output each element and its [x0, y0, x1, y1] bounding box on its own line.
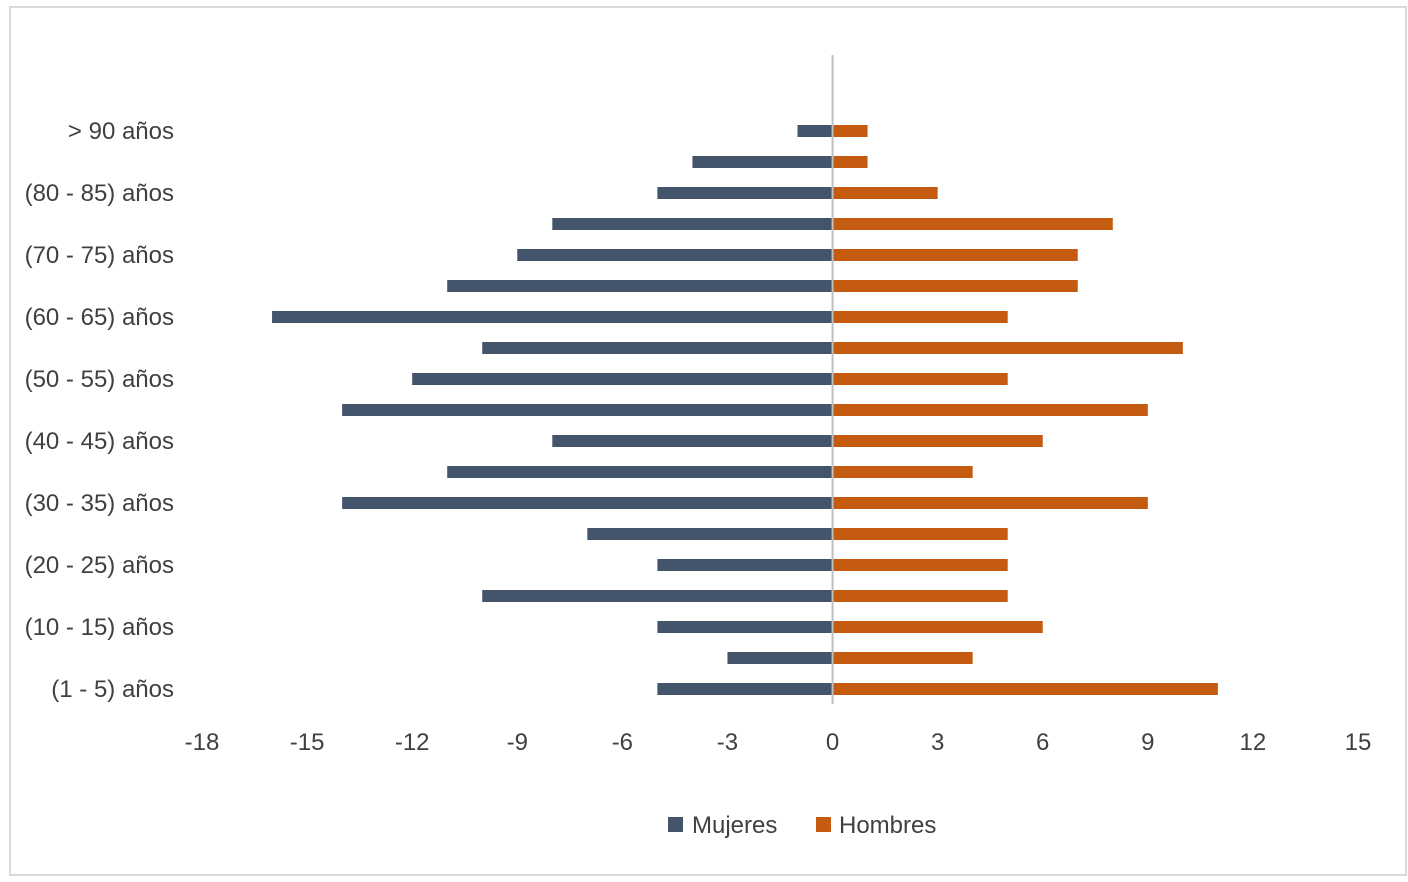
category-label-10: (50 - 55) años — [25, 366, 174, 393]
bar-hombres-8 — [832, 435, 1043, 447]
x-tick-label-2: -12 — [395, 729, 430, 756]
category-label-0: (1 - 5) años — [51, 676, 174, 703]
bar-mujeres-2 — [657, 621, 833, 633]
x-tick-label-5: -3 — [717, 729, 738, 756]
x-tick-label-10: 12 — [1240, 729, 1267, 756]
bar-hombres-0 — [832, 683, 1218, 695]
bar-hombres-12 — [832, 311, 1008, 323]
bar-mujeres-9 — [342, 404, 833, 416]
bar-mujeres-6 — [342, 497, 833, 509]
bar-hombres-7 — [832, 466, 973, 478]
category-label-16: (80 - 85) años — [25, 180, 174, 207]
bar-mujeres-12 — [272, 311, 833, 323]
bar-hombres-2 — [832, 621, 1043, 633]
x-tick-label-8: 6 — [1036, 729, 1049, 756]
bar-mujeres-8 — [552, 435, 833, 447]
category-label-2: (10 - 15) años — [25, 614, 174, 641]
x-tick-labels: -18 -15 -12 -9 -6 -3 0 3 6 9 12 15 — [185, 729, 1372, 756]
bar-hombres-3 — [832, 590, 1008, 602]
x-tick-label-0: -18 — [185, 729, 220, 756]
x-tick-label-11: 15 — [1345, 729, 1372, 756]
bar-mujeres-1 — [727, 652, 833, 664]
bar-hombres-16 — [832, 187, 938, 199]
x-tick-label-4: -6 — [612, 729, 633, 756]
legend: Mujeres Hombres — [668, 812, 936, 839]
category-label-14: (70 - 75) años — [25, 242, 174, 269]
bar-mujeres-15 — [552, 218, 833, 230]
bar-hombres-4 — [832, 559, 1008, 571]
bar-mujeres-13 — [447, 280, 833, 292]
legend-swatch-hombres — [816, 817, 831, 832]
category-label-8: (40 - 45) años — [25, 428, 174, 455]
legend-swatch-mujeres — [668, 817, 683, 832]
bar-hombres-10 — [832, 373, 1008, 385]
bar-hombres-9 — [832, 404, 1148, 416]
bar-hombres-15 — [832, 218, 1113, 230]
category-label-4: (20 - 25) años — [25, 552, 174, 579]
bars-layer — [272, 125, 1218, 695]
x-tick-label-3: -9 — [507, 729, 528, 756]
bar-hombres-5 — [832, 528, 1008, 540]
bar-mujeres-16 — [657, 187, 833, 199]
category-label-6: (30 - 35) años — [25, 490, 174, 517]
bar-hombres-14 — [832, 249, 1078, 261]
bar-mujeres-0 — [657, 683, 833, 695]
bar-hombres-13 — [832, 280, 1078, 292]
bar-mujeres-14 — [517, 249, 833, 261]
x-tick-label-6: 0 — [826, 729, 839, 756]
legend-label-mujeres: Mujeres — [692, 812, 777, 839]
legend-label-hombres: Hombres — [839, 812, 936, 839]
bar-hombres-17 — [832, 156, 868, 168]
bar-hombres-1 — [832, 652, 973, 664]
bar-mujeres-3 — [482, 590, 833, 602]
category-label-18: > 90 años — [68, 118, 174, 145]
x-tick-label-9: 9 — [1141, 729, 1154, 756]
bar-mujeres-7 — [447, 466, 833, 478]
bar-mujeres-17 — [692, 156, 833, 168]
bar-hombres-6 — [832, 497, 1148, 509]
x-tick-label-1: -15 — [290, 729, 325, 756]
x-tick-label-7: 3 — [931, 729, 944, 756]
category-label-12: (60 - 65) años — [25, 304, 174, 331]
bar-mujeres-11 — [482, 342, 833, 354]
bar-hombres-18 — [832, 125, 868, 137]
bar-mujeres-4 — [657, 559, 833, 571]
bar-mujeres-10 — [412, 373, 833, 385]
category-labels: (1 - 5) años (10 - 15) años (20 - 25) años… — [25, 118, 174, 703]
bar-mujeres-18 — [797, 125, 833, 137]
bar-hombres-11 — [832, 342, 1183, 354]
bar-mujeres-5 — [587, 528, 833, 540]
